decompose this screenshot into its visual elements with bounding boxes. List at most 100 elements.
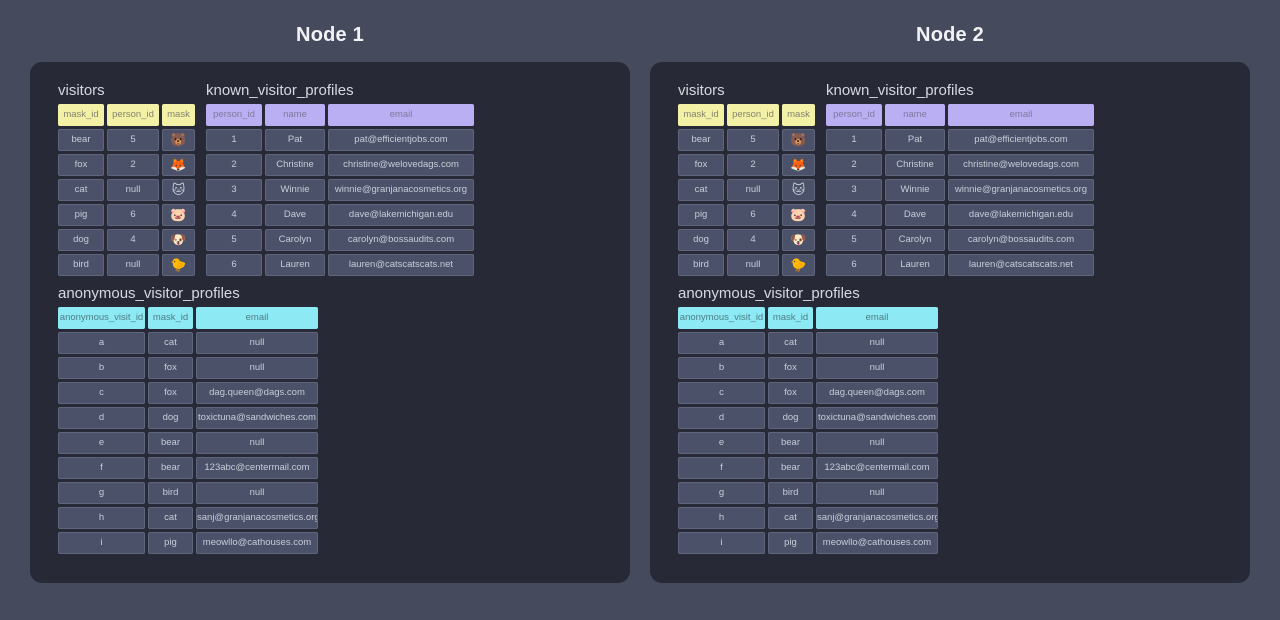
column-header-person_id: person_id bbox=[107, 104, 159, 126]
table-cell: f bbox=[58, 457, 145, 479]
table-cell: null bbox=[196, 482, 318, 504]
table-cell: bird bbox=[58, 254, 104, 276]
table-cell: dog bbox=[768, 407, 813, 429]
node-2-section: Node 2 visitors mask_id person_id mask bear 5… bbox=[650, 22, 1250, 620]
column-header-person_id: person_id bbox=[826, 104, 882, 126]
baby-chick-emoji: 🐤 bbox=[162, 254, 195, 276]
table-cell: winnie@granjanacosmetics.org bbox=[948, 179, 1094, 201]
table-cell: 1 bbox=[826, 129, 882, 151]
table-cell: h bbox=[678, 507, 765, 529]
column-header-mask_id: mask_id bbox=[678, 104, 724, 126]
table-cell: 4 bbox=[727, 229, 779, 251]
table-cell: g bbox=[678, 482, 765, 504]
column-header-email: email bbox=[948, 104, 1094, 126]
table-cell: 123abc@centermail.com bbox=[816, 457, 938, 479]
table-cell: dave@lakemichigan.edu bbox=[328, 204, 474, 226]
table-cell: 4 bbox=[826, 204, 882, 226]
table-title-anonymous_visitor_profiles: anonymous_visitor_profiles bbox=[58, 285, 240, 302]
table-cell: cat bbox=[58, 179, 104, 201]
table-cell: 5 bbox=[727, 129, 779, 151]
table-cell: pig bbox=[58, 204, 104, 226]
table-cell: f bbox=[678, 457, 765, 479]
node-1-section: Node 1 visitors mask_id person_id mask bear 5… bbox=[30, 22, 630, 620]
table-cell: meowllo@cathouses.com bbox=[196, 532, 318, 554]
table-cell: e bbox=[678, 432, 765, 454]
table-cell: d bbox=[678, 407, 765, 429]
table-cell: cat bbox=[148, 332, 193, 354]
table-cell: toxictuna@sandwiches.com bbox=[196, 407, 318, 429]
pig-face-emoji: 🐷 bbox=[162, 204, 195, 226]
table-cell: h bbox=[58, 507, 145, 529]
anonymous_visitor_profiles-grid: anonymous_visit_id mask_id email a cat null b f… bbox=[678, 307, 938, 554]
table-cell: Winnie bbox=[885, 179, 945, 201]
table-cell: null bbox=[816, 432, 938, 454]
table-cell: fox bbox=[678, 154, 724, 176]
table-cell: pat@efficientjobs.com bbox=[328, 129, 474, 151]
table-cell: pig bbox=[678, 204, 724, 226]
table-visitors: visitors mask_id person_id mask bear 5 🐻 fox 2 🦊 c… bbox=[678, 82, 815, 276]
table-cell: Lauren bbox=[885, 254, 945, 276]
table-cell: 2 bbox=[826, 154, 882, 176]
column-header-anonymous_visit_id: anonymous_visit_id bbox=[678, 307, 765, 329]
column-header-mask: mask bbox=[782, 104, 815, 126]
table-cell: lauren@catscatscats.net bbox=[948, 254, 1094, 276]
table-title-anonymous_visitor_profiles: anonymous_visitor_profiles bbox=[678, 285, 860, 302]
table-cell: d bbox=[58, 407, 145, 429]
table-cell: null bbox=[816, 482, 938, 504]
table-cell: lauren@catscatscats.net bbox=[328, 254, 474, 276]
table-cell: christine@welovedags.com bbox=[948, 154, 1094, 176]
visitors-grid: mask_id person_id mask bear 5 🐻 fox 2 🦊 cat null 🐱 p… bbox=[58, 104, 195, 276]
table-known_visitor_profiles: known_visitor_profiles person_id name email… bbox=[206, 82, 474, 276]
column-header-person_id: person_id bbox=[206, 104, 262, 126]
table-cell: null bbox=[107, 179, 159, 201]
table-cell: i bbox=[678, 532, 765, 554]
table-title-known_visitor_profiles: known_visitor_profiles bbox=[206, 82, 354, 99]
table-cell: fox bbox=[768, 382, 813, 404]
table-cell: 3 bbox=[826, 179, 882, 201]
table-cell: bear bbox=[768, 432, 813, 454]
table-cell: null bbox=[196, 357, 318, 379]
column-header-email: email bbox=[816, 307, 938, 329]
table-cell: pat@efficientjobs.com bbox=[948, 129, 1094, 151]
table-cell: null bbox=[816, 357, 938, 379]
table-known_visitor_profiles: known_visitor_profiles person_id name email… bbox=[826, 82, 1094, 276]
column-header-mask_id: mask_id bbox=[768, 307, 813, 329]
table-cell: g bbox=[58, 482, 145, 504]
table-cell: cat bbox=[148, 507, 193, 529]
table-cell: Dave bbox=[885, 204, 945, 226]
table-cell: bird bbox=[148, 482, 193, 504]
dog-face-emoji: 🐶 bbox=[162, 229, 195, 251]
table-cell: fox bbox=[58, 154, 104, 176]
table-cell: null bbox=[727, 179, 779, 201]
table-cell: cat bbox=[768, 332, 813, 354]
fox-face-emoji: 🦊 bbox=[782, 154, 815, 176]
column-header-person_id: person_id bbox=[727, 104, 779, 126]
table-cell: cat bbox=[678, 179, 724, 201]
table-cell: bear bbox=[768, 457, 813, 479]
node-1-panel: visitors mask_id person_id mask bear 5 🐻 fox 2 🦊 c… bbox=[30, 62, 630, 583]
column-header-mask: mask bbox=[162, 104, 195, 126]
anonymous_visitor_profiles-grid: anonymous_visit_id mask_id email a cat null b f… bbox=[58, 307, 318, 554]
table-cell: Pat bbox=[265, 129, 325, 151]
table-title-visitors: visitors bbox=[678, 82, 725, 99]
cat-face-emoji: 🐱 bbox=[162, 179, 195, 201]
table-cell: a bbox=[58, 332, 145, 354]
column-header-anonymous_visit_id: anonymous_visit_id bbox=[58, 307, 145, 329]
table-cell: c bbox=[678, 382, 765, 404]
table-cell: null bbox=[107, 254, 159, 276]
table-cell: 1 bbox=[206, 129, 262, 151]
table-cell: sanj@granjanacosmetics.org bbox=[816, 507, 938, 529]
bear-face-emoji: 🐻 bbox=[162, 129, 195, 151]
table-cell: 6 bbox=[107, 204, 159, 226]
table-cell: c bbox=[58, 382, 145, 404]
column-header-name: name bbox=[885, 104, 945, 126]
table-cell: i bbox=[58, 532, 145, 554]
column-header-email: email bbox=[328, 104, 474, 126]
table-cell: Winnie bbox=[265, 179, 325, 201]
table-cell: b bbox=[58, 357, 145, 379]
column-header-name: name bbox=[265, 104, 325, 126]
table-cell: a bbox=[678, 332, 765, 354]
table-cell: b bbox=[678, 357, 765, 379]
fox-face-emoji: 🦊 bbox=[162, 154, 195, 176]
table-title-known_visitor_profiles: known_visitor_profiles bbox=[826, 82, 974, 99]
